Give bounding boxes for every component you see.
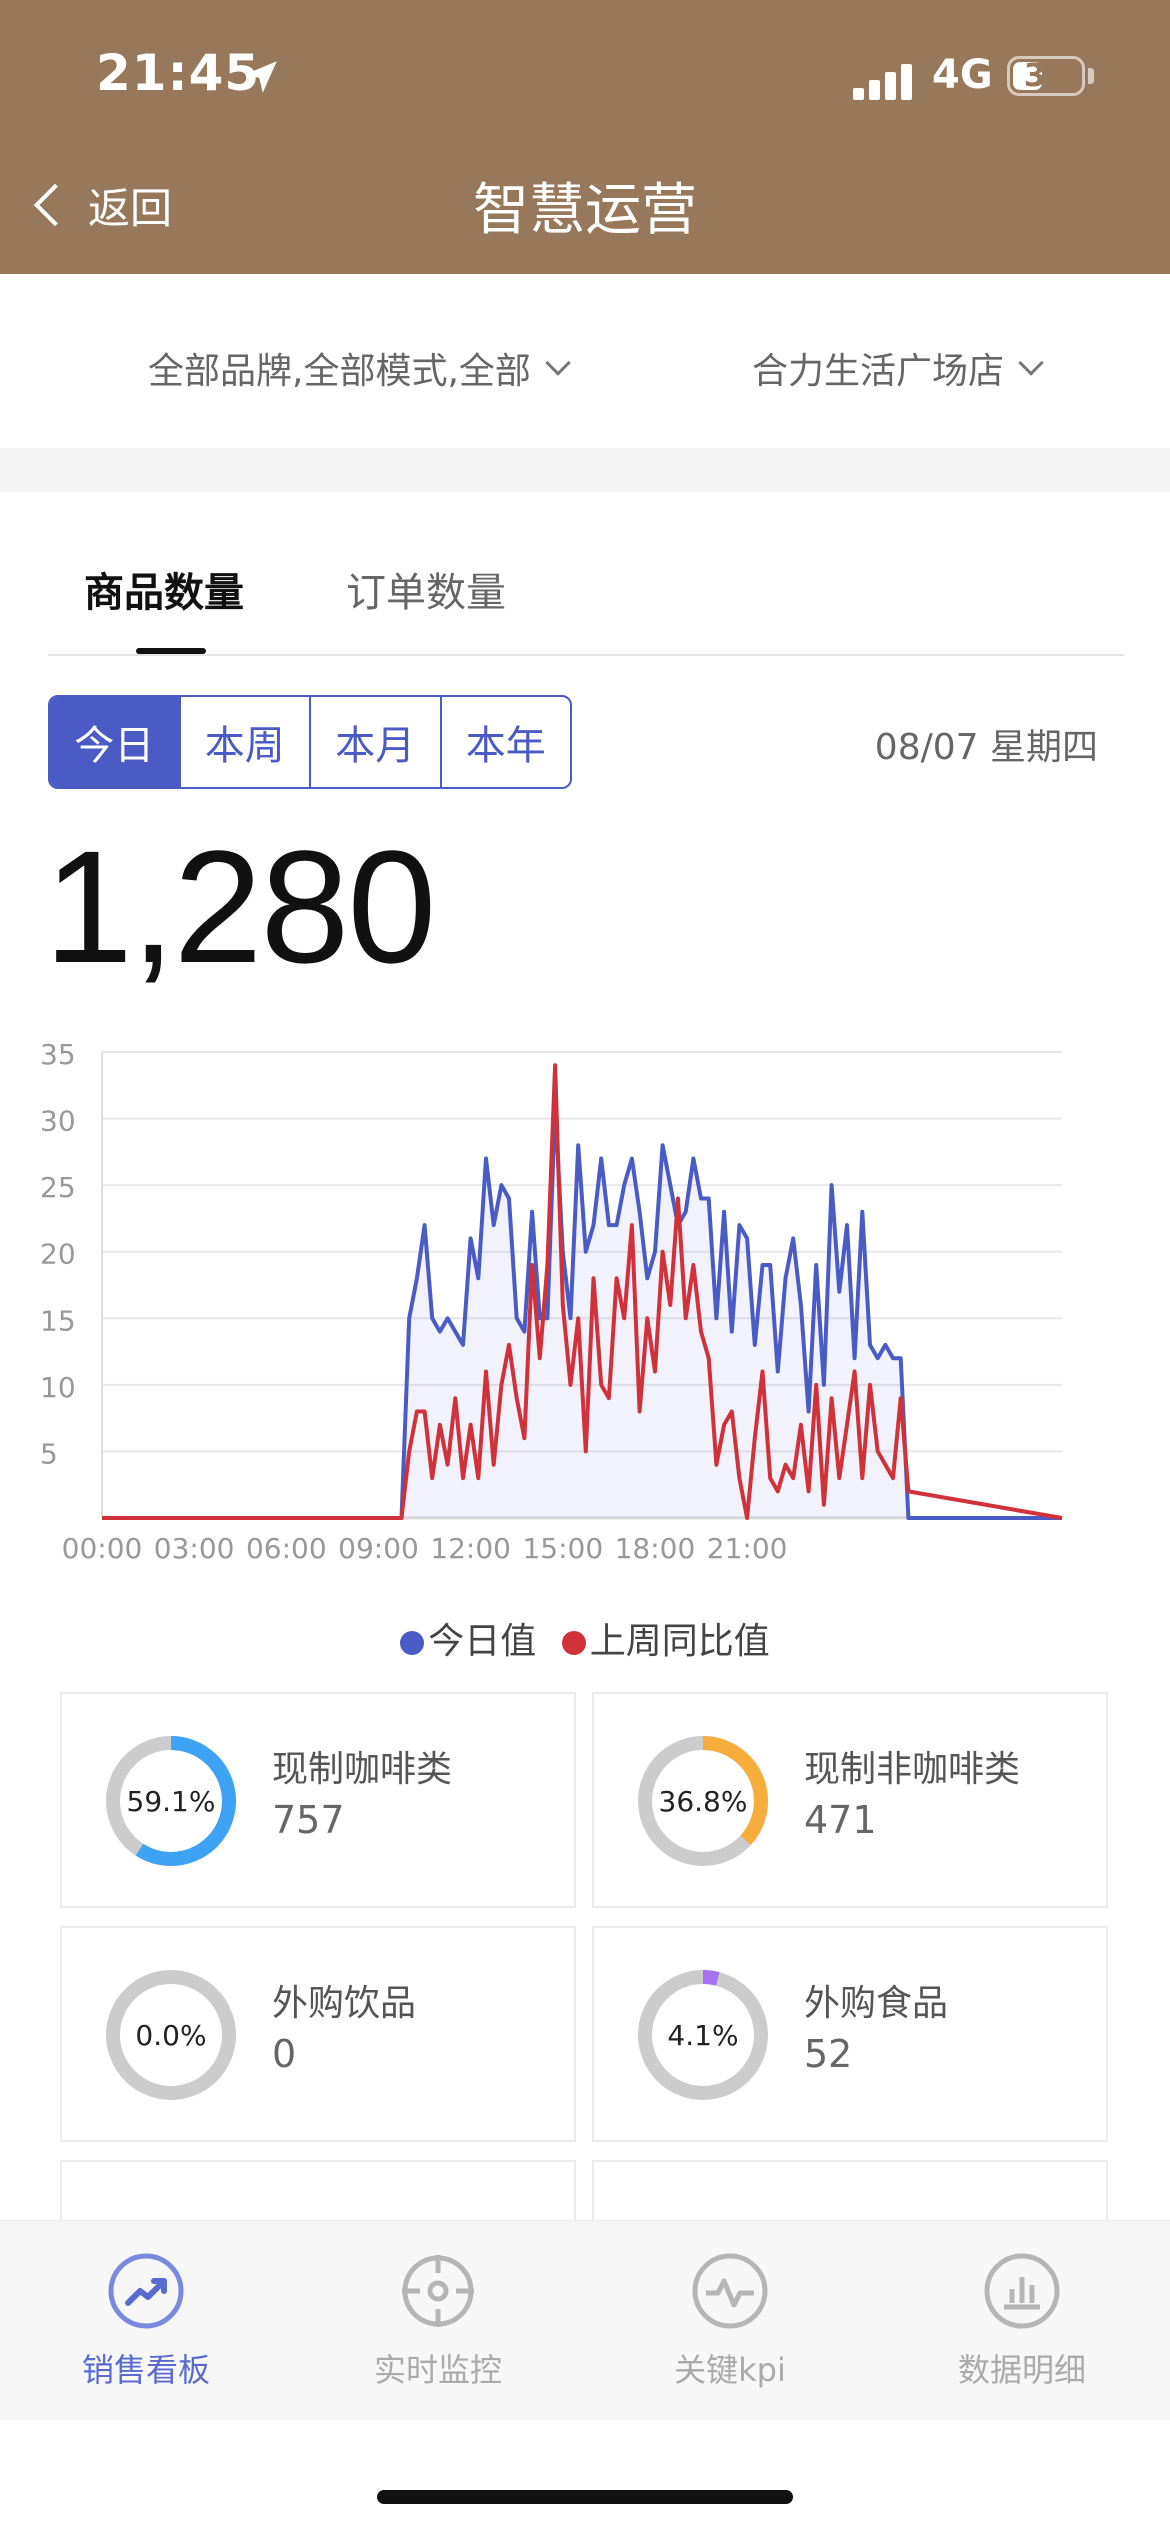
chevron-down-icon	[1018, 350, 1044, 376]
back-label: 返回	[88, 183, 173, 233]
battery-level: 31	[1023, 56, 1069, 94]
tab-sales-board[interactable]: 销售看板	[36, 2251, 256, 2391]
chart-legend: 今日值 上周同比值	[0, 1612, 1170, 1664]
category-percent: 36.8%	[658, 1784, 748, 1818]
app-header: 21:45 4G 31 返回 智慧运营	[0, 0, 1170, 274]
donut-arc	[106, 1736, 236, 1866]
tab-realtime-monitor[interactable]: 实时监控	[328, 2251, 548, 2391]
x-tick-label: 03:00	[154, 1532, 235, 1565]
pulse-icon	[692, 2253, 768, 2329]
battery-cap	[1088, 68, 1094, 84]
legend-lastweek-label: 上周同比值	[589, 1621, 770, 1662]
series-area-today	[102, 1105, 1062, 1518]
period-week[interactable]: 本周	[181, 697, 311, 787]
x-tick-label: 06:00	[246, 1532, 327, 1565]
category-card[interactable]: 4.1% 外购食品 52	[592, 1926, 1108, 2142]
y-tick-label: 5	[40, 1437, 58, 1470]
donut-ring	[638, 1970, 768, 2100]
section-divider	[0, 448, 1170, 492]
tab-label: 关键kpi	[674, 2351, 786, 2389]
bar-chart-icon	[984, 2253, 1060, 2329]
donut-arc	[638, 1970, 768, 2100]
brand-filter-label: 全部品牌,全部模式,全部	[148, 351, 531, 392]
back-button[interactable]: 返回	[26, 170, 172, 240]
store-filter-dropdown[interactable]: 合力生活广场店	[752, 342, 1044, 394]
legend-dot-lastweek	[561, 1631, 586, 1655]
status-time: 21:45	[96, 44, 261, 102]
active-tab-indicator	[136, 648, 206, 654]
x-tick-label: 09:00	[338, 1532, 419, 1565]
category-card[interactable]: 59.1% 现制咖啡类 757	[60, 1692, 576, 1908]
category-percent: 0.0%	[135, 2018, 207, 2052]
category-percent: 59.1%	[126, 1784, 216, 1818]
signal-icon	[853, 60, 915, 100]
y-tick-label: 15	[40, 1304, 76, 1337]
x-tick-label: 15:00	[522, 1532, 603, 1565]
category-card[interactable]: 0.0% 外购饮品 0	[60, 1926, 576, 2142]
legend-dot-today	[400, 1631, 425, 1655]
home-indicator	[377, 2490, 793, 2504]
series-line-lastweek	[102, 1063, 1063, 1520]
period-month[interactable]: 本月	[311, 697, 442, 787]
trend-up-icon	[108, 2253, 184, 2329]
legend-today-label: 今日值	[428, 1621, 537, 1662]
date-label: 08/07 星期四	[874, 727, 1098, 768]
tab-label: 实时监控	[373, 2351, 502, 2389]
y-tick-label: 30	[40, 1105, 76, 1138]
category-value: 757	[272, 1798, 345, 1842]
metric-tabs: 商品数量 订单数量	[48, 520, 1124, 656]
category-percent: 4.1%	[667, 2018, 739, 2052]
period-today[interactable]: 今日	[50, 697, 181, 787]
brand-filter-dropdown[interactable]: 全部品牌,全部模式,全部	[148, 342, 571, 394]
tab-order-count[interactable]: 订单数量	[346, 570, 506, 616]
category-name: 外购饮品	[272, 1983, 417, 2024]
tab-data-detail[interactable]: 数据明细	[912, 2251, 1132, 2391]
hourly-line-chart: 5 10 15 20 25 30 35 00:00 03:00 06:00 09:00 12:00 15…	[40, 1038, 1063, 1565]
tab-label: 数据明细	[957, 2351, 1086, 2389]
category-value: 0	[272, 2032, 297, 2076]
period-selector: 今日 本周 本月 本年	[48, 695, 572, 789]
category-name: 现制咖啡类	[272, 1749, 453, 1790]
category-value: 471	[804, 1798, 877, 1842]
period-year[interactable]: 本年	[465, 723, 546, 769]
series-line-today	[102, 1103, 1062, 1520]
y-tick-label: 20	[40, 1238, 76, 1271]
category-name: 现制非咖啡类	[804, 1749, 1021, 1790]
home-area	[0, 2420, 1170, 2532]
bottom-tab-bar: 销售看板 实时监控 关键kpi 数据明细	[0, 2220, 1170, 2420]
y-tick-label: 10	[40, 1371, 76, 1404]
x-tick-label: 00:00	[62, 1532, 143, 1565]
donut-ring	[106, 1736, 236, 1866]
tab-label: 销售看板	[81, 2351, 210, 2389]
category-value: 52	[804, 2032, 853, 2076]
status-bar: 21:45 4G 31	[0, 0, 1170, 150]
donut-ring	[638, 1736, 768, 1866]
target-icon	[402, 2255, 474, 2327]
x-tick-label: 12:00	[430, 1532, 511, 1565]
location-arrow-icon	[245, 61, 277, 93]
store-filter-label: 合力生活广场店	[752, 351, 1005, 392]
total-value: 1,280	[44, 817, 436, 996]
x-tick-label: 18:00	[615, 1532, 696, 1565]
battery-icon: 31	[1007, 56, 1085, 96]
y-tick-label: 35	[40, 1038, 76, 1071]
donut-track	[106, 1970, 236, 2100]
donut-arc	[638, 1736, 768, 1866]
donut-ring	[106, 1970, 236, 2100]
chevron-down-icon	[545, 350, 571, 376]
category-name: 外购食品	[804, 1983, 949, 2024]
page-title: 智慧运营	[473, 178, 697, 243]
y-tick-label: 25	[40, 1171, 76, 1204]
category-card[interactable]: 36.8% 现制非咖啡类 471	[592, 1692, 1108, 1908]
tab-product-count[interactable]: 商品数量	[84, 570, 244, 616]
x-tick-label: 21:00	[707, 1532, 788, 1565]
network-type: 4G	[932, 52, 993, 98]
filter-bar: 全部品牌,全部模式,全部 合力生活广场店	[0, 274, 1170, 448]
tab-key-kpi[interactable]: 关键kpi	[620, 2251, 840, 2391]
